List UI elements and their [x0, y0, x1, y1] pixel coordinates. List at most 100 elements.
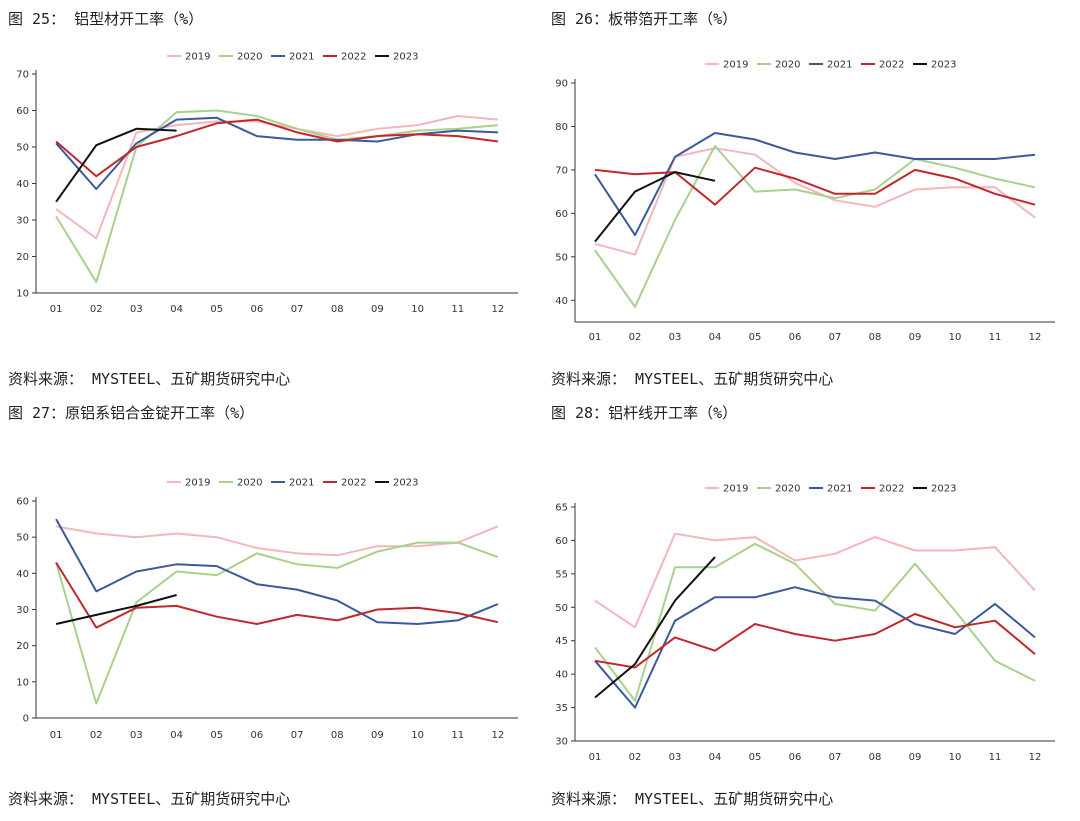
series-line-2019 — [594, 532, 1036, 629]
x-tick-label: 02 — [90, 730, 103, 741]
y-tick-label: 40 — [16, 569, 29, 580]
legend-label-2020: 2020 — [775, 484, 800, 495]
x-tick-label: 01 — [50, 730, 63, 741]
x-tick-label: 03 — [130, 730, 143, 741]
series-line-2023 — [55, 127, 177, 203]
x-tick-label: 04 — [170, 730, 183, 741]
series-line-2021 — [594, 586, 1036, 709]
x-tick-label: 04 — [709, 332, 722, 343]
y-tick-label: 30 — [555, 737, 568, 748]
x-tick-label: 03 — [669, 752, 682, 763]
x-tick-label: 10 — [949, 752, 962, 763]
chart-26: 40 50 60 70 80 90 01 02 03 04 05 06 07 08 09 10 11 12 2019… — [0, 0, 1080, 360]
y-tick-label: 60 — [555, 209, 568, 220]
x-tick-label: 12 — [1029, 332, 1042, 343]
legend-label-2019: 2019 — [723, 484, 748, 495]
y-tick-label: 10 — [16, 289, 29, 300]
series-line-2020 — [594, 145, 1036, 308]
y-tick-label: 35 — [555, 703, 568, 714]
x-tick-label: 09 — [371, 730, 384, 741]
y-tick-label: 30 — [16, 216, 29, 227]
legend-label-2019: 2019 — [185, 478, 210, 489]
source-note-28: 资料来源： MYSTEEL、五矿期货研究中心 — [551, 790, 834, 808]
legend-label-2022: 2022 — [879, 484, 904, 495]
x-tick-label: 10 — [411, 304, 424, 315]
legend-label-2020: 2020 — [237, 478, 262, 489]
x-tick-label: 04 — [709, 752, 722, 763]
series-line-2022 — [594, 613, 1036, 669]
y-tick-label: 20 — [16, 641, 29, 652]
x-tick-label: 02 — [90, 304, 103, 315]
y-tick-label: 45 — [555, 636, 568, 647]
x-tick-label: 12 — [1029, 752, 1042, 763]
legend-label-2023: 2023 — [931, 60, 956, 71]
y-tick-label: 50 — [555, 603, 568, 614]
x-tick-label: 05 — [210, 304, 223, 315]
legend-label-2022: 2022 — [341, 52, 366, 63]
series-line-2020 — [55, 109, 498, 284]
x-tick-label: 11 — [989, 332, 1002, 343]
source-note-27: 资料来源： MYSTEEL、五矿期货研究中心 — [8, 790, 291, 808]
series-line-2019 — [55, 525, 499, 557]
y-tick-label: 60 — [16, 106, 29, 117]
x-tick-label: 06 — [789, 332, 802, 343]
legend-label-2021: 2021 — [827, 60, 852, 71]
x-tick-label: 03 — [669, 332, 682, 343]
x-tick-label: 06 — [251, 730, 264, 741]
x-tick-label: 04 — [170, 304, 183, 315]
x-tick-label: 07 — [291, 730, 304, 741]
x-tick-label: 05 — [749, 332, 762, 343]
legend-label-2019: 2019 — [723, 60, 748, 71]
legend-label-2021: 2021 — [827, 484, 852, 495]
chart-title-27: 图 27：原铝系铝合金锭开工率（%） — [8, 404, 255, 422]
source-note-26: 资料来源： MYSTEEL、五矿期货研究中心 — [551, 370, 834, 388]
y-tick-label: 65 — [555, 503, 568, 514]
series-line-2023 — [594, 556, 716, 699]
y-tick-label: 50 — [16, 143, 29, 154]
chart-title-25: 图 25： 铝型材开工率（%） — [8, 10, 204, 28]
source-note-25: 资料来源： MYSTEEL、五矿期货研究中心 — [8, 370, 291, 388]
y-tick-label: 40 — [16, 179, 29, 190]
y-tick-label: 80 — [555, 122, 568, 133]
y-tick-label: 50 — [16, 533, 29, 544]
series-line-2022 — [55, 561, 499, 629]
x-tick-label: 11 — [451, 304, 464, 315]
y-tick-label: 10 — [16, 677, 29, 688]
legend-label-2019: 2019 — [185, 52, 210, 63]
x-tick-label: 09 — [909, 332, 922, 343]
x-tick-label: 07 — [291, 304, 304, 315]
legend-label-2020: 2020 — [237, 52, 262, 63]
x-tick-label: 12 — [492, 730, 505, 741]
series-line-2022 — [594, 166, 1036, 206]
y-tick-label: 40 — [555, 296, 568, 307]
x-tick-label: 05 — [749, 752, 762, 763]
legend-label-2023: 2023 — [393, 52, 418, 63]
legend-label-2023: 2023 — [931, 484, 956, 495]
chart-27: 0 10 20 30 40 50 60 01 02 03 04 05 06 07 08 09 10 11 12 201… — [0, 0, 540, 760]
x-tick-label: 11 — [451, 730, 464, 741]
series-line-2022 — [55, 118, 499, 178]
y-tick-label: 55 — [555, 569, 568, 580]
legend-label-2023: 2023 — [393, 478, 418, 489]
x-tick-label: 05 — [210, 730, 223, 741]
series-line-2023 — [594, 171, 716, 243]
series-line-2020 — [55, 541, 499, 705]
x-tick-label: 07 — [829, 332, 842, 343]
legend-label-2020: 2020 — [775, 60, 800, 71]
chart-28: 30 35 40 45 50 55 60 65 01 02 03 04 05 06 07 08 09 10 11 12… — [555, 484, 1055, 763]
series-line-2023 — [55, 594, 177, 625]
y-tick-label: 50 — [555, 252, 568, 263]
x-tick-label: 06 — [789, 752, 802, 763]
x-tick-label: 08 — [869, 332, 882, 343]
y-tick-label: 0 — [23, 714, 29, 725]
legend-label-2021: 2021 — [289, 478, 314, 489]
x-tick-label: 03 — [130, 304, 143, 315]
x-tick-label: 01 — [589, 752, 602, 763]
x-tick-label: 07 — [829, 752, 842, 763]
chart-title-26: 图 26：板带箔开工率（%） — [551, 10, 738, 28]
x-tick-label: 08 — [331, 304, 344, 315]
series-line-2021 — [55, 518, 499, 625]
x-tick-label: 11 — [989, 752, 1002, 763]
y-tick-label: 70 — [555, 165, 568, 176]
y-tick-label: 30 — [16, 605, 29, 616]
